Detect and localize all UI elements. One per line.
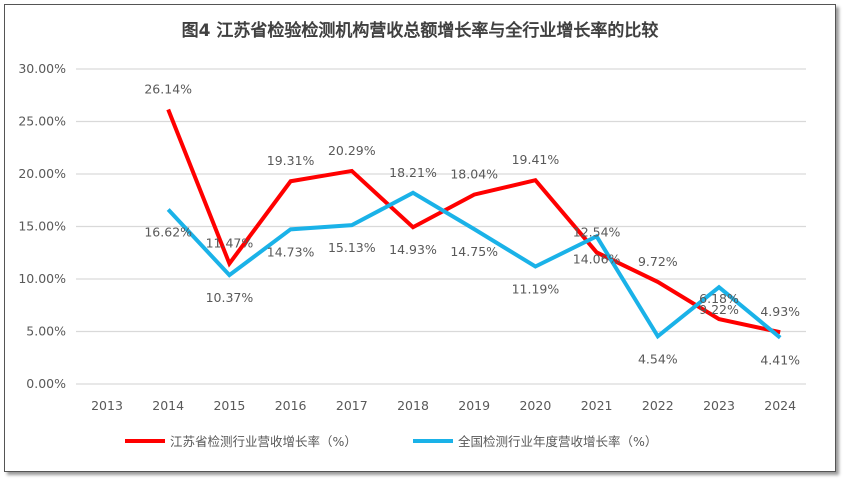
data-label: 19.41% <box>512 152 560 167</box>
x-tick-label: 2020 <box>519 398 551 413</box>
data-label: 4.41% <box>760 353 800 368</box>
x-tick-label: 2014 <box>152 398 184 413</box>
y-tick-label: 20.00% <box>18 166 66 181</box>
x-tick-label: 2017 <box>336 398 368 413</box>
chart-frame <box>4 4 836 472</box>
legend-label-national: 全国检测行业年度营收增长率（%） <box>458 434 657 449</box>
x-tick-label: 2024 <box>764 398 796 413</box>
data-label: 16.62% <box>144 224 192 239</box>
data-label: 14.93% <box>389 242 437 257</box>
data-label: 12.54% <box>573 224 621 239</box>
x-tick-label: 2015 <box>213 398 245 413</box>
data-label: 26.14% <box>144 82 192 97</box>
data-label: 20.29% <box>328 143 376 158</box>
data-label: 14.73% <box>267 244 315 259</box>
x-tick-label: 2022 <box>642 398 674 413</box>
y-tick-label: 25.00% <box>18 114 66 129</box>
data-label: 4.93% <box>760 304 800 319</box>
y-tick-label: 0.00% <box>26 376 66 391</box>
data-label: 11.19% <box>512 282 560 297</box>
legend: 江苏省检测行业营收增长率（%） 全国检测行业年度营收增长率（%） <box>125 434 657 449</box>
x-tick-label: 2021 <box>581 398 613 413</box>
data-label: 10.37% <box>206 290 254 305</box>
x-tick-label: 2018 <box>397 398 429 413</box>
y-tick-label: 10.00% <box>18 271 66 286</box>
x-tick-label: 2013 <box>91 398 123 413</box>
series-line-1 <box>166 190 782 340</box>
series-line-0 <box>166 108 781 335</box>
x-tick-label: 2019 <box>458 398 490 413</box>
data-label: 9.72% <box>638 254 678 269</box>
data-label: 4.54% <box>638 351 678 366</box>
data-label: 19.31% <box>267 153 315 168</box>
y-tick-label: 15.00% <box>18 219 66 234</box>
data-label: 18.04% <box>450 167 498 182</box>
data-label: 15.13% <box>328 240 376 255</box>
x-tick-label: 2016 <box>275 398 307 413</box>
data-label: 18.21% <box>389 165 437 180</box>
data-label: 14.06% <box>573 251 621 266</box>
x-tick-label: 2023 <box>703 398 735 413</box>
data-label: 14.75% <box>450 244 498 259</box>
chart-title: 图4 江苏省检验检测机构营收总额增长率与全行业增长率的比较 <box>182 20 659 41</box>
y-tick-label: 30.00% <box>18 61 66 76</box>
data-label: 6.18% <box>699 291 739 306</box>
data-label: 9.22% <box>699 302 739 317</box>
y-tick-label: 5.00% <box>26 324 66 339</box>
data-label: 11.47% <box>206 236 254 251</box>
legend-label-jiangsu: 江苏省检测行业营收增长率（%） <box>170 434 357 449</box>
